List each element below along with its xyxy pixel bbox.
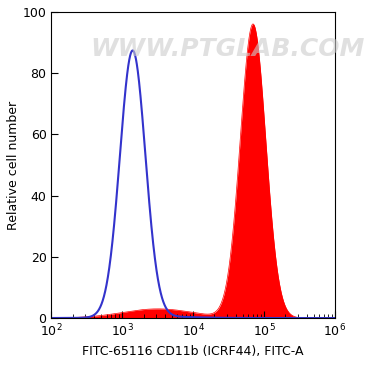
X-axis label: FITC-65116 CD11b (ICRF44), FITC-A: FITC-65116 CD11b (ICRF44), FITC-A bbox=[83, 345, 304, 358]
Text: WWW.PTGLAB.COM: WWW.PTGLAB.COM bbox=[90, 36, 364, 61]
Y-axis label: Relative cell number: Relative cell number bbox=[7, 100, 20, 230]
